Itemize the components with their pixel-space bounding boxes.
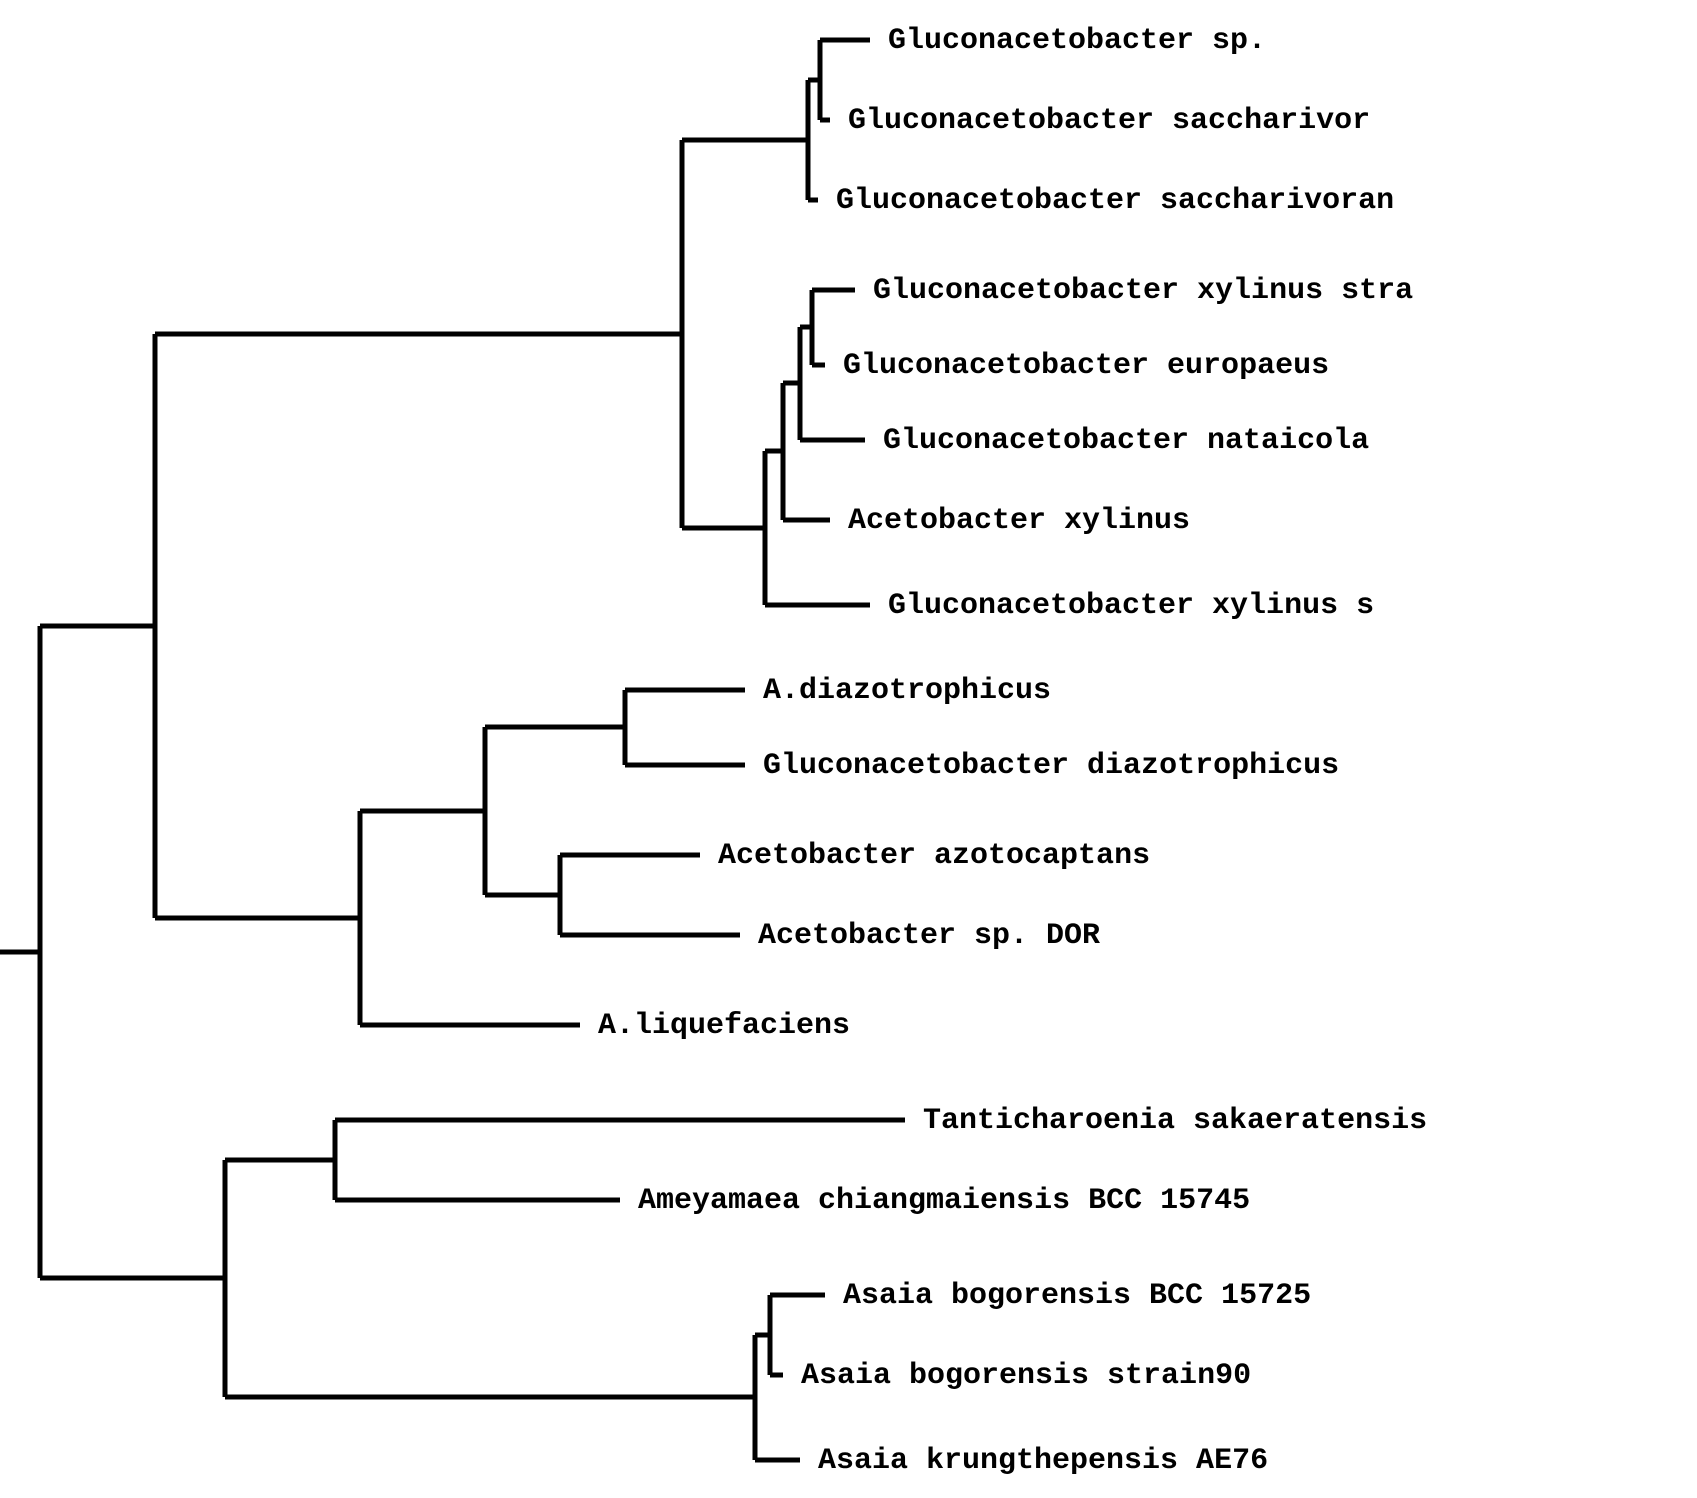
leaf-label: Asaia bogorensis strain90 <box>801 1359 1251 1393</box>
leaf-label: Gluconacetobacter xylinus s <box>888 589 1374 623</box>
leaf-label: A.liquefaciens <box>598 1009 850 1043</box>
leaf-label: Acetobacter azotocaptans <box>718 839 1150 873</box>
leaf-label: Gluconacetobacter sp. <box>888 24 1266 58</box>
leaf-label: Tanticharoenia sakaeratensis <box>923 1104 1427 1138</box>
leaf-label: Gluconacetobacter diazotrophicus <box>763 749 1339 783</box>
leaf-label: Asaia krungthepensis AE76 <box>818 1444 1268 1478</box>
leaf-label: Gluconacetobacter xylinus stra <box>873 274 1413 308</box>
phylogenetic-tree: Gluconacetobacter sp. Gluconacetobacter s… <box>0 0 1697 1498</box>
leaf-label: Acetobacter xylinus <box>848 504 1190 538</box>
leaf-label: A.diazotrophicus <box>763 674 1051 708</box>
leaf-label: Gluconacetobacter saccharivoran <box>836 184 1394 218</box>
leaf-label: Asaia bogorensis BCC 15725 <box>843 1279 1311 1313</box>
leaf-label: Ameyamaea chiangmaiensis BCC 15745 <box>638 1184 1250 1218</box>
leaf-label: Gluconacetobacter europaeus <box>843 349 1329 383</box>
leaf-label: Gluconacetobacter nataicola <box>883 424 1369 458</box>
leaf-label: Gluconacetobacter saccharivor <box>848 104 1370 138</box>
leaf-label: Acetobacter sp. DOR <box>758 919 1100 953</box>
